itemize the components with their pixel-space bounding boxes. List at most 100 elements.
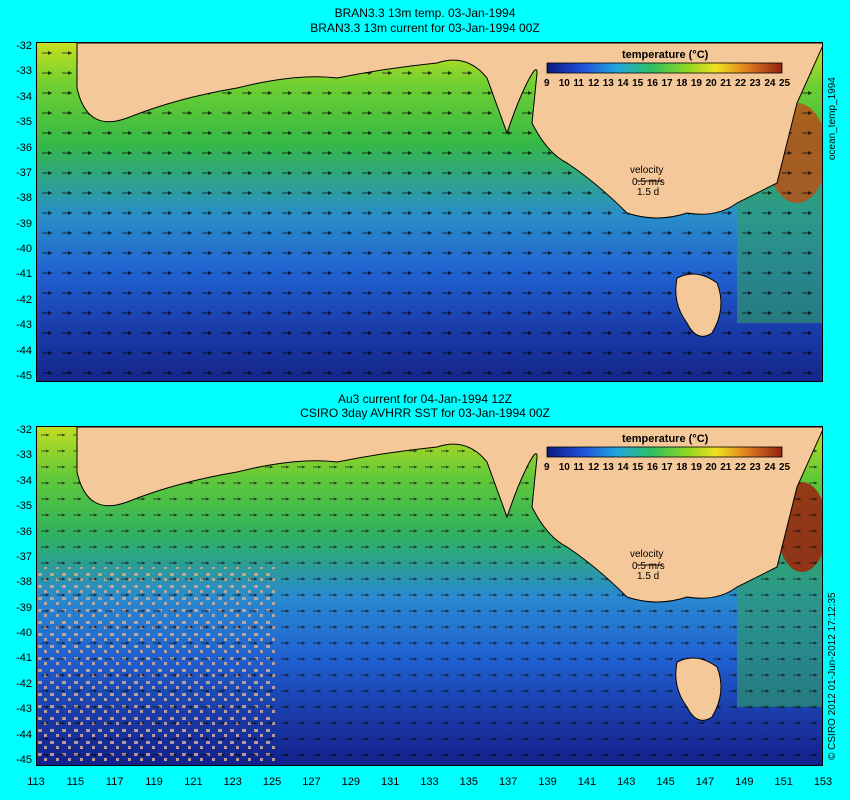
bottom-colorbar-title: temperature (°C) bbox=[622, 433, 709, 445]
bottom-map-svg: temperature (°C) 9 10 11 12 13 14 15 16 17 18 19 20… bbox=[37, 427, 822, 765]
colorbar-tick-label: 20 bbox=[706, 462, 718, 473]
colorbar-tick-label: 16 bbox=[647, 462, 659, 473]
y-tick-label: -44 bbox=[16, 344, 32, 357]
colorbar-tick-label: 12 bbox=[588, 78, 600, 89]
colorbar-tick-label: 24 bbox=[764, 78, 776, 89]
svg-text:velocity: velocity bbox=[630, 165, 663, 176]
x-tick-label: 129 bbox=[341, 776, 360, 788]
colorbar-tick-label: 12 bbox=[588, 462, 600, 473]
colorbar-tick-label: 22 bbox=[735, 462, 747, 473]
x-tick-label: 121 bbox=[184, 776, 203, 788]
colorbar-tick-label: 9 bbox=[544, 78, 550, 89]
colorbar-tick-label: 18 bbox=[676, 462, 688, 473]
colorbar-tick-label: 17 bbox=[662, 78, 674, 89]
y-tick-label: -33 bbox=[16, 449, 32, 462]
x-tick-label: 125 bbox=[262, 776, 282, 788]
svg-text:velocity: velocity bbox=[630, 549, 663, 560]
y-tick-label: -35 bbox=[16, 116, 32, 129]
colorbar-tick-label: 17 bbox=[662, 462, 674, 473]
y-tick-label: -39 bbox=[16, 601, 32, 614]
x-tick-label: 149 bbox=[735, 776, 754, 788]
bottom-side-label: © CSIRO 2012 01-Jun-2012 17:12:35 bbox=[827, 592, 838, 760]
tasmania-land bbox=[675, 657, 722, 721]
colorbar-tick-label: 10 bbox=[559, 78, 571, 89]
colorbar-tick-label: 14 bbox=[617, 462, 629, 473]
australia-land bbox=[76, 43, 822, 219]
x-tick-label: 113 bbox=[27, 776, 45, 788]
colorbar-tick-label: 23 bbox=[750, 78, 762, 89]
x-tick-label: 137 bbox=[499, 776, 518, 788]
x-tick-label: 151 bbox=[774, 776, 793, 788]
y-tick-label: -37 bbox=[16, 550, 32, 563]
y-tick-label: -40 bbox=[16, 627, 32, 640]
bottom-colorbar: temperature (°C) 9 10 11 12 13 14 15 16 17 18 19 20… bbox=[544, 433, 791, 473]
tasmania-land bbox=[675, 273, 722, 337]
y-tick-label: -42 bbox=[16, 677, 32, 690]
colorbar-tick-label: 15 bbox=[632, 462, 644, 473]
y-tick-label: -44 bbox=[16, 728, 32, 741]
y-tick-label: -36 bbox=[16, 141, 32, 154]
svg-text:0.5 m/s: 0.5 m/s bbox=[632, 177, 665, 188]
y-tick-label: -37 bbox=[16, 166, 32, 179]
x-tick-label: 123 bbox=[223, 776, 242, 788]
y-tick-label: -40 bbox=[16, 243, 32, 256]
y-tick-label: -41 bbox=[16, 652, 32, 665]
svg-text:1.5 d: 1.5 d bbox=[637, 187, 659, 198]
colorbar-tick-label: 21 bbox=[720, 462, 732, 473]
y-tick-label: -33 bbox=[16, 65, 32, 78]
svg-text:1.5 d: 1.5 d bbox=[637, 571, 659, 582]
colorbar-tick-label: 19 bbox=[691, 462, 703, 473]
x-tick-label: 135 bbox=[459, 776, 479, 788]
x-tick-label: 153 bbox=[813, 776, 833, 788]
colorbar-tick-label: 24 bbox=[764, 462, 776, 473]
y-tick-label: -38 bbox=[16, 192, 32, 205]
colorbar-tick-label: 25 bbox=[779, 78, 791, 89]
top-map-svg: temperature (°C) 9 10 11 12 13 14 15 16 17 18 19 20… bbox=[37, 43, 822, 381]
bottom-title-line1: Au3 current for 04-Jan-1994 12Z bbox=[337, 392, 513, 406]
y-tick-label: -34 bbox=[16, 90, 32, 103]
y-tick-label: -35 bbox=[16, 500, 32, 513]
y-tick-label: -38 bbox=[16, 576, 32, 589]
y-tick-label: -45 bbox=[16, 754, 32, 766]
australia-land bbox=[76, 427, 822, 603]
top-title-line2: BRAN3.3 13m current for 03-Jan-1994 00Z bbox=[310, 21, 540, 35]
top-colorbar: temperature (°C) 9 10 11 12 13 14 15 16 17 18 19 20… bbox=[544, 49, 791, 89]
top-map-panel: temperature (°C) 9 10 11 12 13 14 15 16 17 18 19 20… bbox=[36, 42, 823, 382]
y-tick-label: -43 bbox=[16, 319, 32, 332]
x-tick-label: 131 bbox=[380, 776, 400, 788]
colorbar-tick-label: 15 bbox=[632, 78, 644, 89]
colorbar-tick-label: 11 bbox=[573, 462, 584, 473]
top-velocity-key: velocity 0.5 m/s 1.5 d bbox=[630, 165, 665, 198]
colorbar-tick-label: 16 bbox=[647, 78, 659, 89]
y-tick-label: -39 bbox=[16, 217, 32, 230]
x-tick-label: 115 bbox=[66, 776, 85, 788]
svg-text:0.5 m/s: 0.5 m/s bbox=[632, 561, 665, 572]
y-tick-label: -42 bbox=[16, 293, 32, 306]
y-tick-label: -34 bbox=[16, 474, 32, 487]
colorbar-tick-label: 14 bbox=[617, 78, 629, 89]
top-title-line1: BRAN3.3 13m temp. 03-Jan-1994 bbox=[334, 6, 516, 20]
x-tick-label: 141 bbox=[577, 776, 597, 788]
x-tick-label: 145 bbox=[656, 776, 675, 788]
x-tick-label: 117 bbox=[105, 776, 124, 788]
x-tick-label: 147 bbox=[695, 776, 715, 788]
y-tick-label: -45 bbox=[16, 370, 32, 382]
colorbar-tick-label: 21 bbox=[720, 78, 732, 89]
colorbar-tick-label: 18 bbox=[676, 78, 688, 89]
colorbar-tick-label: 25 bbox=[779, 462, 791, 473]
colorbar-tick-label: 19 bbox=[691, 78, 703, 89]
bottom-title-line2: CSIRO 3day AVHRR SST for 03-Jan-1994 00Z bbox=[300, 406, 550, 420]
x-tick-label: 119 bbox=[145, 776, 163, 788]
bottom-velocity-key: velocity 0.5 m/s 1.5 d bbox=[630, 549, 665, 582]
colorbar-tick-label: 20 bbox=[706, 78, 718, 89]
y-tick-label: -41 bbox=[16, 268, 32, 281]
y-tick-label: -36 bbox=[16, 525, 32, 538]
x-tick-label: 127 bbox=[302, 776, 321, 788]
top-side-label: ocean_temp_1994 bbox=[827, 77, 838, 160]
colorbar-tick-label: 11 bbox=[573, 78, 584, 89]
x-tick-label: 133 bbox=[420, 776, 439, 788]
colorbar-tick-label: 9 bbox=[544, 462, 550, 473]
colorbar-tick-label: 13 bbox=[603, 78, 615, 89]
colorbar-tick-label: 13 bbox=[603, 462, 615, 473]
bottom-map-panel: temperature (°C) 9 10 11 12 13 14 15 16 17 18 19 20… bbox=[36, 426, 823, 766]
